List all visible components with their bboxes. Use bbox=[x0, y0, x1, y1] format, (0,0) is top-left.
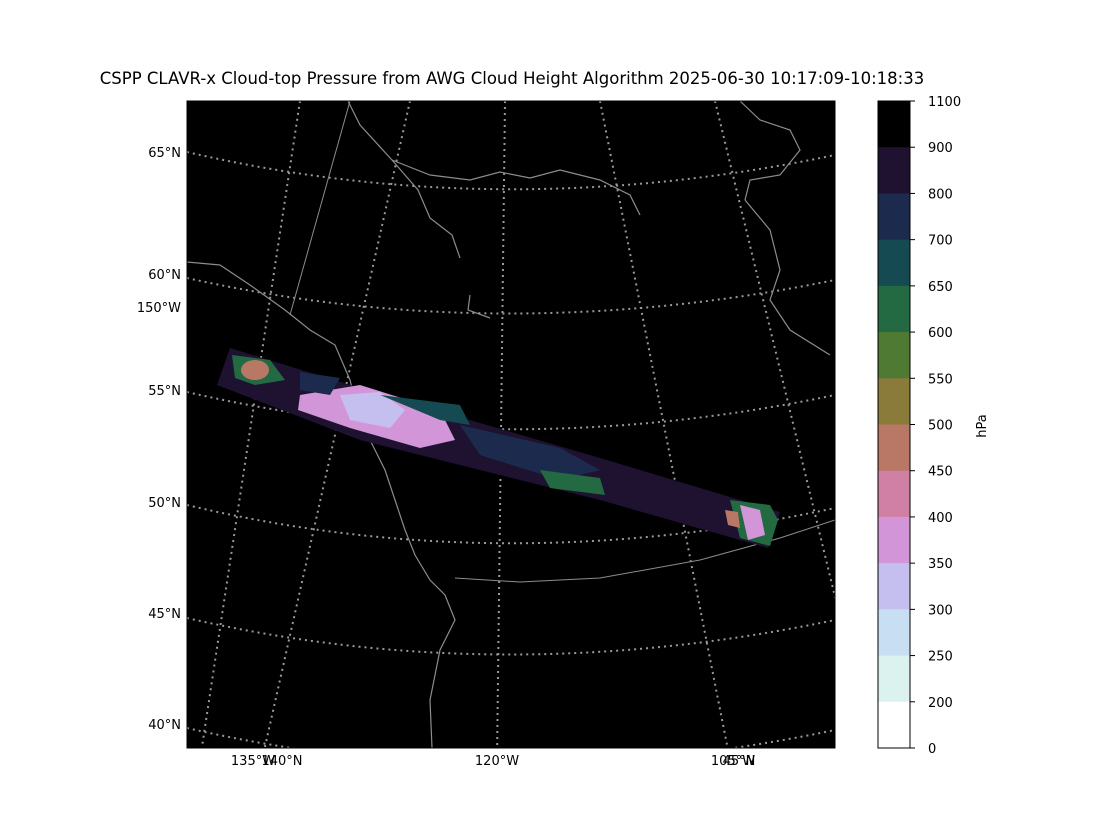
colorbar-tick-label: 900 bbox=[928, 141, 953, 156]
colorbar: 1100 900 800 700 650 600 550 500 450 400 350 300 250… bbox=[877, 95, 990, 757]
lon-label-120w: 120°W bbox=[475, 754, 519, 769]
lat-label-55: 55°N bbox=[148, 384, 181, 399]
colorbar-bin bbox=[878, 239, 910, 287]
lon-label-overlap-1: 140°N bbox=[261, 754, 302, 769]
lon-label-135w: 135°W bbox=[231, 754, 275, 769]
colorbar-bins bbox=[878, 101, 910, 749]
lat-label-40: 40°N bbox=[148, 718, 181, 733]
colorbar-bin bbox=[878, 563, 910, 610]
map-panel bbox=[186, 100, 836, 749]
colorbar-bin bbox=[878, 193, 910, 241]
colorbar-bin bbox=[878, 701, 910, 749]
colorbar-tick-label: 700 bbox=[928, 234, 953, 249]
colorbar-bin bbox=[878, 470, 910, 518]
colorbar-tick-label: 250 bbox=[928, 650, 953, 665]
colorbar-bin bbox=[878, 147, 910, 194]
latitude-labels: 65°N 60°N 55°N 50°N 45°N 40°N 150°W bbox=[137, 146, 181, 733]
lat-label-65: 65°N bbox=[148, 146, 181, 161]
colorbar-tick-label: 450 bbox=[928, 465, 953, 480]
lat-label-45: 45°N bbox=[148, 607, 181, 622]
satellite-swath bbox=[217, 348, 780, 548]
colorbar-tick-label: 650 bbox=[928, 280, 953, 295]
colorbar-tick-label: 500 bbox=[928, 419, 953, 434]
latitude-gridlines bbox=[187, 151, 835, 748]
colorbar-bin bbox=[878, 332, 910, 379]
lat-label-50: 50°N bbox=[148, 496, 181, 511]
colorbar-tick-label: 1100 bbox=[928, 95, 961, 110]
colorbar-bin bbox=[878, 516, 910, 564]
colorbar-ticks: 1100 900 800 700 650 600 550 500 450 400 350 300 250… bbox=[910, 95, 961, 757]
colorbar-bin bbox=[878, 378, 910, 425]
colorbar-bin bbox=[878, 655, 910, 703]
lon-label-overlap-2: 45°N bbox=[723, 754, 756, 769]
colorbar-label: hPa bbox=[975, 414, 990, 437]
colorbar-tick-label: 0 bbox=[928, 742, 936, 757]
lat-label-60: 60°N bbox=[148, 268, 181, 283]
colorbar-tick-label: 350 bbox=[928, 557, 953, 572]
colorbar-bin bbox=[878, 285, 910, 333]
colorbar-tick-label: 200 bbox=[928, 696, 953, 711]
colorbar-bin bbox=[878, 424, 910, 472]
colorbar-tick-label: 400 bbox=[928, 511, 953, 526]
map-background bbox=[187, 101, 835, 748]
colorbar-tick-label: 600 bbox=[928, 326, 953, 341]
colorbar-tick-label: 300 bbox=[928, 603, 953, 618]
colorbar-bin bbox=[878, 101, 910, 148]
lon-label-150w: 150°W bbox=[137, 301, 181, 316]
chart-title: CSPP CLAVR-x Cloud-top Pressure from AWG… bbox=[99, 69, 925, 88]
colorbar-bin bbox=[878, 609, 910, 657]
longitude-labels: 135°W 140°N 120°W 105°W 45°N bbox=[231, 754, 755, 769]
coastlines bbox=[187, 101, 835, 748]
colorbar-tick-label: 550 bbox=[928, 372, 953, 387]
colorbar-tick-label: 800 bbox=[928, 187, 953, 202]
lon-label-105w: 105°W bbox=[711, 754, 755, 769]
map-frame bbox=[186, 100, 836, 749]
